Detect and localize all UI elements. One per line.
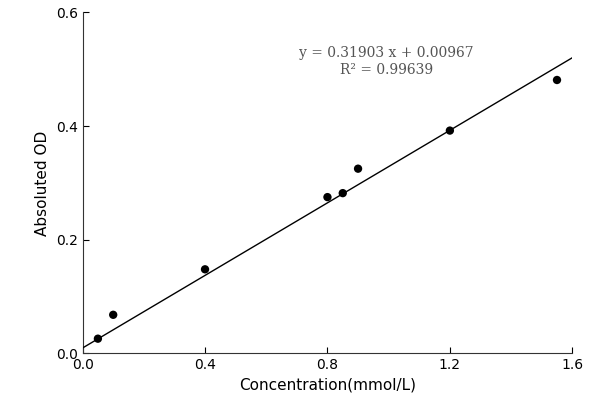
- Point: [109, 312, 118, 318]
- Text: y = 0.31903 x + 0.00967
R² = 0.99639: y = 0.31903 x + 0.00967 R² = 0.99639: [299, 46, 474, 76]
- Point: [445, 127, 454, 134]
- Point: [552, 77, 562, 83]
- Point: [338, 190, 348, 196]
- Y-axis label: Absoluted OD: Absoluted OD: [35, 130, 50, 236]
- Point: [353, 165, 363, 172]
- Point: [200, 266, 210, 272]
- Point: [93, 335, 103, 342]
- X-axis label: Concentration(mmol/L): Concentration(mmol/L): [239, 378, 416, 393]
- Point: [323, 194, 332, 201]
